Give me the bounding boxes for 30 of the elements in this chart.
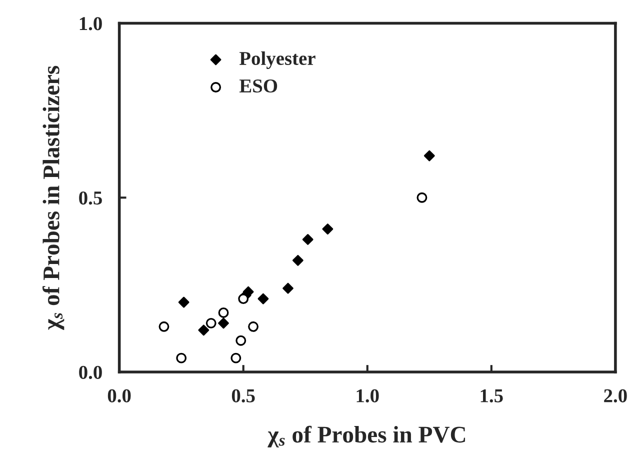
point (282, 282, 294, 294)
y-axis-title: χ$_{s}$ of Probes in Plasticizers (42, 66, 64, 330)
x-tick-label: 0.0 (108, 389, 131, 402)
point (322, 224, 334, 234)
point (206, 318, 216, 328)
x-tick-label: 1.0 (356, 389, 379, 402)
legend-label: Polyester (239, 51, 316, 70)
point (258, 293, 269, 304)
point (230, 352, 242, 364)
point (198, 324, 210, 336)
x-tick-label: 2.0 (604, 389, 627, 402)
x-tick-label: 1.5 (480, 389, 503, 402)
y-tick-label: 0.0 (79, 366, 102, 380)
point (178, 296, 190, 308)
point (302, 234, 314, 245)
x-axis-title: χ$_{s}$ of Probes in PVC (268, 426, 466, 448)
point (238, 294, 249, 304)
y-tick-label: 1.0 (80, 17, 102, 30)
point (158, 321, 170, 332)
point (236, 335, 246, 346)
point (176, 352, 187, 364)
point (218, 307, 229, 318)
point (218, 318, 229, 329)
point (248, 321, 258, 332)
y-tick-label: 0.5 (79, 191, 102, 205)
point (424, 150, 435, 162)
point (416, 192, 428, 203)
x-tick-label: 0.5 (232, 389, 255, 402)
point (292, 254, 304, 266)
legend-label: ESO (239, 79, 278, 93)
